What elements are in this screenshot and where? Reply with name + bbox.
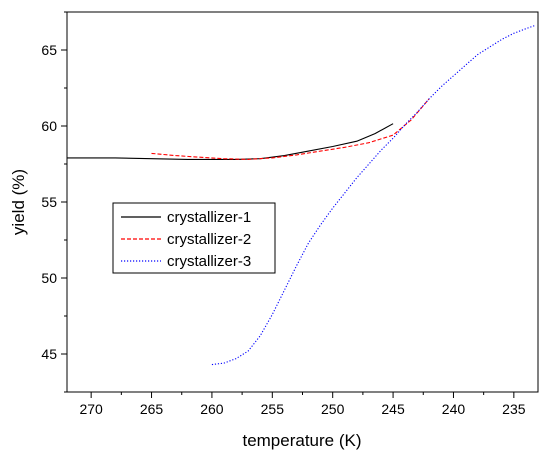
series-line-1 [67, 123, 394, 160]
x-axis-label: temperature (K) [242, 431, 361, 450]
x-tick-label: 245 [381, 401, 405, 417]
plot-frame [66, 11, 539, 393]
x-tick-label: 265 [140, 401, 164, 417]
legend-label-2: crystallizer-2 [167, 231, 251, 248]
y-tick-label: 60 [41, 118, 57, 134]
legend-label-1: crystallizer-1 [167, 209, 251, 226]
x-tick-label: 255 [261, 401, 285, 417]
y-tick-label: 50 [41, 270, 57, 286]
y-tick-label: 45 [41, 346, 57, 362]
y-tick-label: 65 [41, 42, 57, 58]
series-line-2 [151, 98, 430, 160]
x-axis-ticks: 270 265 260 255 250 245 240 235 [79, 392, 526, 417]
x-tick-label: 250 [321, 401, 345, 417]
series-lines [67, 25, 535, 366]
series-line-3 [211, 25, 535, 366]
legend: crystallizer-1 crystallizer-2 crystallizer… [112, 202, 276, 274]
x-tick-label: 235 [502, 401, 526, 417]
x-tick-label: 240 [442, 401, 466, 417]
y-tick-label: 55 [41, 194, 57, 210]
y-axis-ticks: 45 50 55 60 65 [41, 11, 67, 393]
y-axis-label: yield (%) [9, 169, 28, 235]
legend-label-3: crystallizer-3 [167, 253, 251, 270]
x-tick-label: 270 [79, 401, 103, 417]
x-tick-label: 260 [200, 401, 224, 417]
